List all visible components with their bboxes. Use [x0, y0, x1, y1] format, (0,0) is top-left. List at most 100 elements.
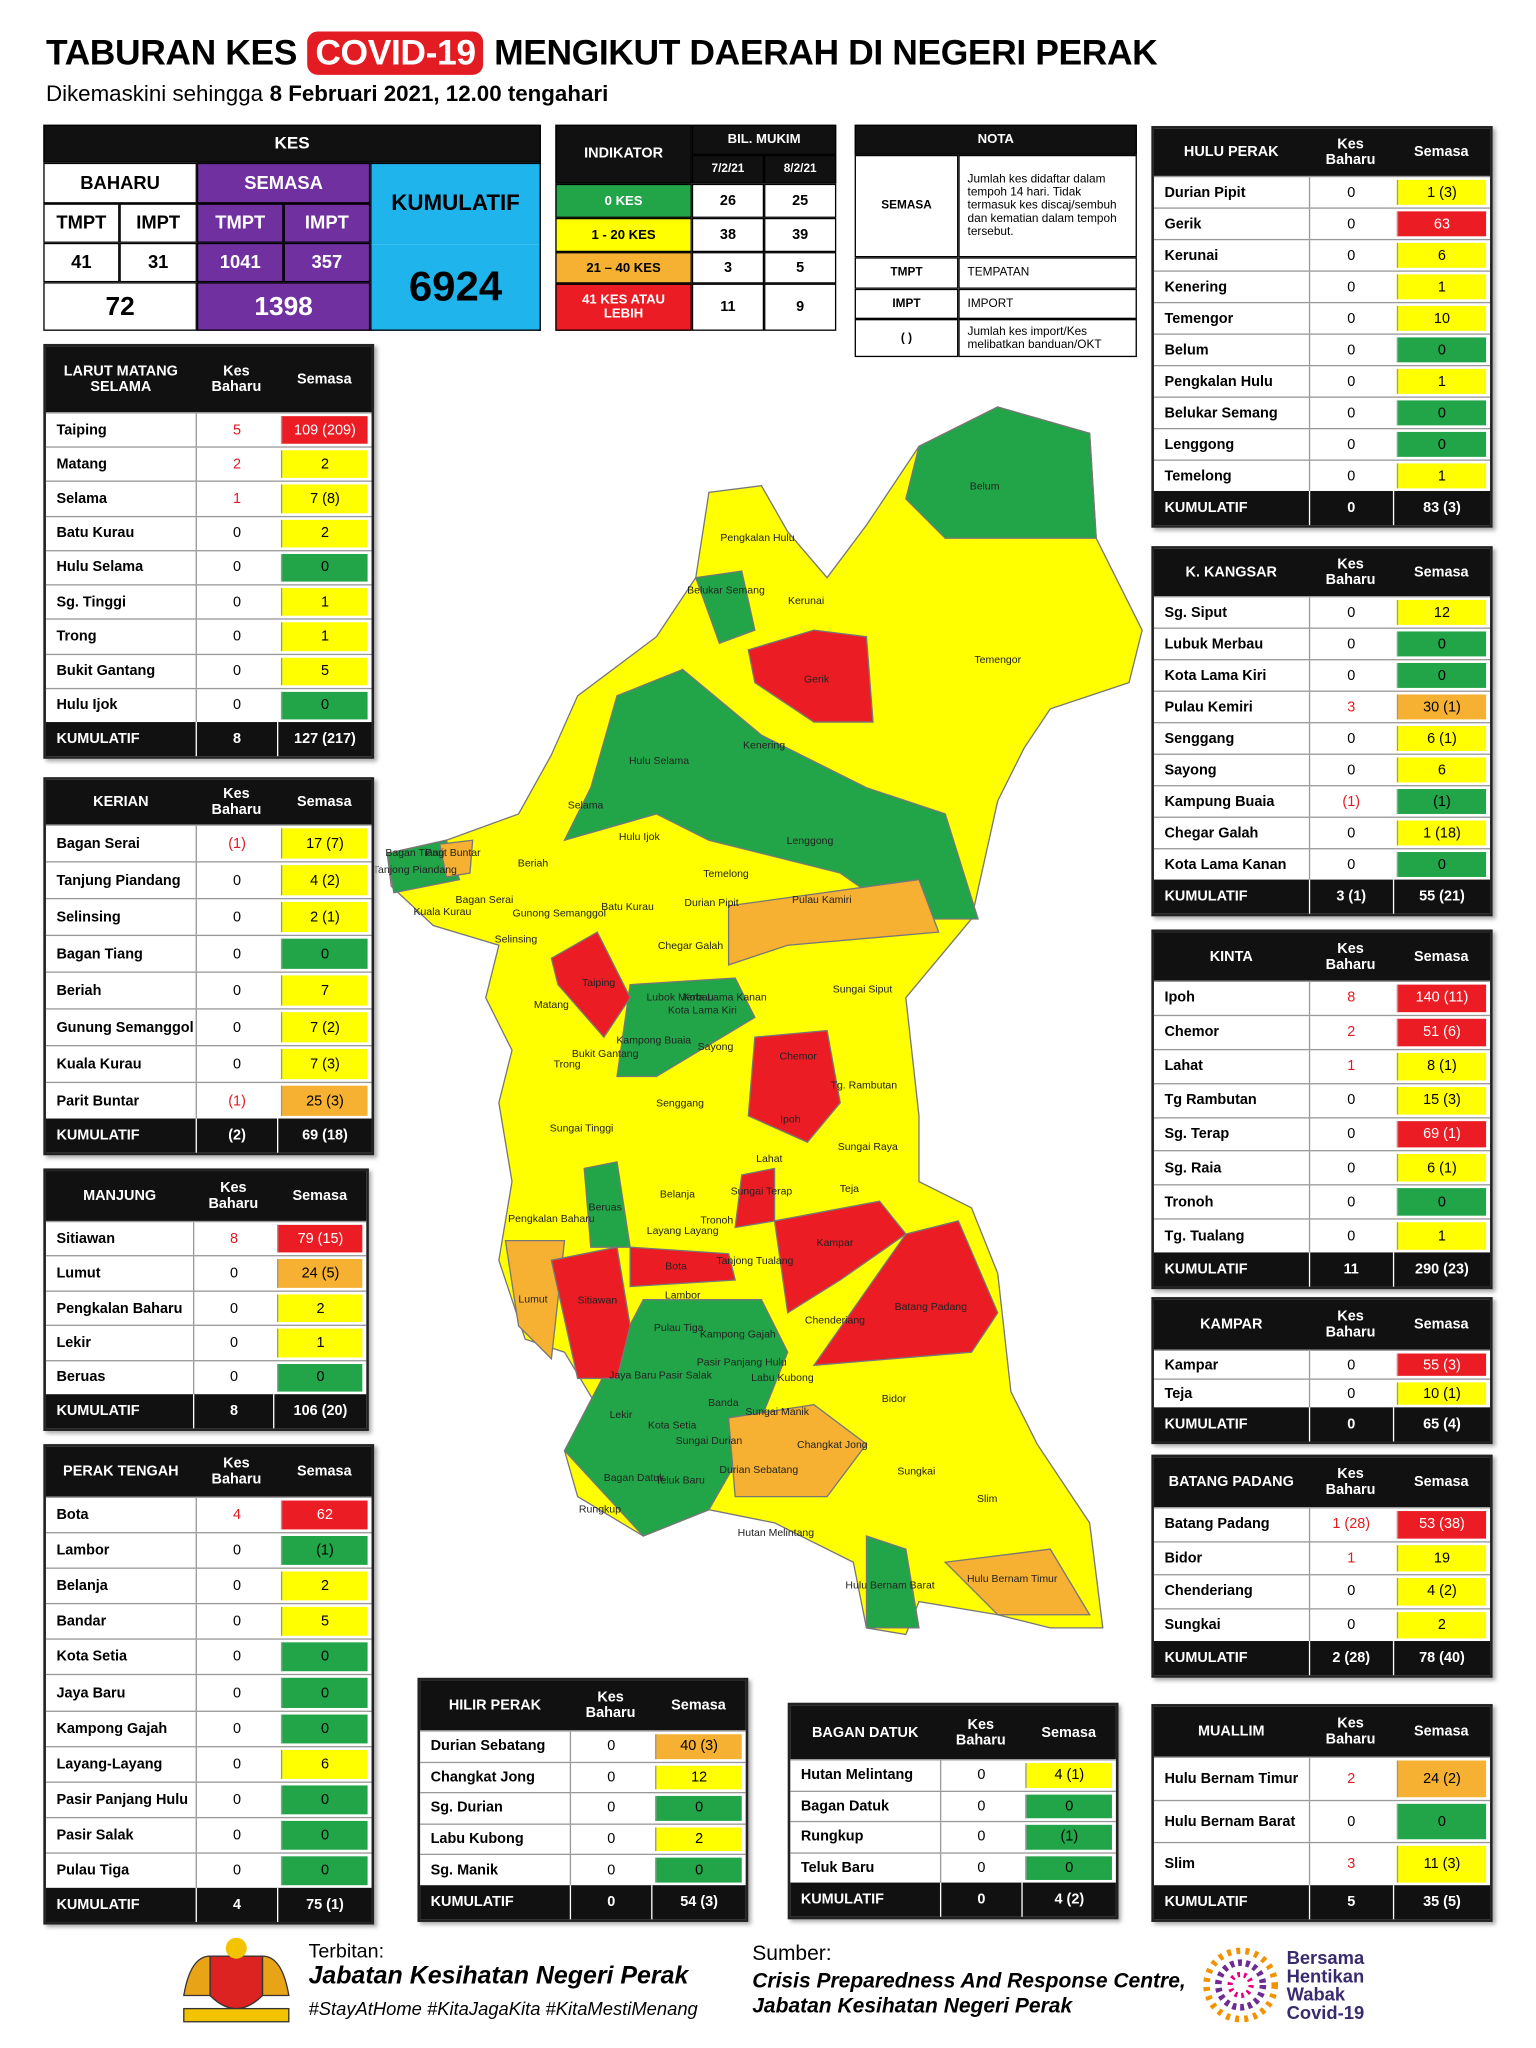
table-cell: IMPT — [854, 288, 959, 320]
active-cases: 7 (2) — [281, 1012, 368, 1043]
new-cases: 0 — [195, 654, 277, 688]
active-cases: 1 — [281, 588, 368, 617]
district-title: MUALLIM — [1197, 1723, 1265, 1740]
active-cases: 0 — [281, 1856, 368, 1886]
table-cell: SEMASA — [196, 162, 371, 204]
new-cases: 0 — [940, 1760, 1021, 1791]
new-cases: 0 — [195, 1604, 277, 1639]
district-row: Rungkup 0 (1) — [790, 1820, 1116, 1852]
table-cell: 26 — [691, 183, 765, 218]
total-active: 75 (1) — [277, 1887, 371, 1923]
new-cases: 0 — [195, 1782, 277, 1817]
active-cases: 2 — [281, 519, 368, 548]
total-row: KUMULATIF 2 (28) 78 (40) — [1153, 1641, 1491, 1676]
area-name: Rungkup — [800, 1829, 864, 1845]
map-label: Changkat Jong — [797, 1439, 868, 1451]
active-cases: 2 — [281, 1571, 368, 1601]
district-row: Bidor 1 19 — [1153, 1540, 1491, 1575]
active-cases: 6 — [281, 1749, 368, 1779]
district-row: Kota Lama Kanan 0 0 — [1153, 848, 1491, 880]
active-cases: 7 (8) — [281, 485, 368, 513]
new-cases: 0 — [1308, 429, 1393, 460]
new-cases: 0 — [1308, 1151, 1393, 1185]
table-cell: 3 — [691, 252, 765, 284]
new-cases: 0 — [195, 1818, 277, 1853]
new-cases: 0 — [1308, 1800, 1393, 1843]
district-row: Bota 4 62 — [45, 1496, 372, 1533]
district-row: Pasir Panjang Hulu 0 0 — [45, 1781, 372, 1817]
column-header: Kes Baharu — [585, 1689, 636, 1722]
district-row: Belukar Semang 0 0 — [1153, 396, 1491, 428]
column-header: Kes Baharu — [211, 363, 262, 396]
crest-shield — [209, 1955, 264, 2010]
map-label: Tg. Rambutan — [831, 1079, 898, 1091]
district-title: LARUT MATANG SELAMA — [63, 363, 178, 396]
new-cases: 0 — [1308, 1117, 1393, 1151]
area-name: Temelong — [1164, 468, 1232, 484]
area-name: Sg. Siput — [1164, 604, 1228, 621]
district-row: Kota Lama Kiri 0 0 — [1153, 659, 1491, 691]
map-label: Slim — [977, 1493, 998, 1505]
active-cases: 12 — [1396, 599, 1487, 625]
map-region — [747, 629, 874, 723]
map-label: Temengor — [974, 654, 1021, 666]
table-cell: 1398 — [196, 282, 371, 331]
table-cell: KUMULATIF — [370, 162, 541, 245]
table-cell: SEMASA — [854, 154, 959, 258]
area-name: Tg Rambutan — [1164, 1092, 1257, 1109]
active-cases: 0 — [1396, 662, 1487, 688]
new-cases: 1 — [195, 482, 277, 516]
area-name: Lumut — [56, 1265, 101, 1282]
new-cases: 0 — [1308, 460, 1393, 491]
total-label: KUMULATIF — [56, 1127, 140, 1144]
map-region — [550, 1246, 631, 1380]
map-label: Bota — [665, 1260, 687, 1272]
new-cases: 0 — [195, 936, 277, 972]
table-cell: 7/2/21 — [691, 154, 765, 184]
table-cell: 9 — [764, 283, 837, 331]
district-row: Hulu Selama 0 0 — [45, 549, 372, 585]
district-row: Temengor 0 10 — [1153, 301, 1491, 334]
map-label: Banda — [708, 1397, 739, 1409]
column-header: Semasa — [1413, 1723, 1469, 1740]
column-header: Kes Baharu — [955, 1716, 1006, 1749]
district-row: Hulu Bernam Timur 2 24 (2) — [1153, 1756, 1491, 1800]
total-active: 69 (18) — [277, 1118, 371, 1153]
district-title: HILIR PERAK — [448, 1697, 542, 1714]
district-row: Tg. Tualang 0 1 — [1153, 1218, 1491, 1253]
active-cases: 17 (7) — [281, 828, 368, 859]
table-cell: 357 — [283, 242, 371, 283]
district-row: Pengkalan Hulu 0 1 — [1153, 364, 1491, 397]
column-header: Kes Baharu — [211, 1455, 262, 1488]
map-label: Pengkalan Hulu — [720, 532, 794, 544]
map-label: Ipoh — [780, 1113, 801, 1125]
total-active: 106 (20) — [273, 1394, 366, 1429]
area-name: Beruas — [56, 1369, 106, 1386]
active-cases: 0 — [281, 1713, 368, 1743]
new-cases: 0 — [195, 1853, 277, 1888]
map-label: Rungkup — [579, 1503, 621, 1515]
area-name: Bidor — [1164, 1550, 1203, 1566]
new-cases: 0 — [1308, 1575, 1393, 1608]
new-cases: 0 — [195, 1640, 277, 1675]
total-new: 8 — [195, 722, 277, 757]
coat-of-arms — [183, 1937, 290, 2023]
new-cases: 3 — [1308, 1843, 1393, 1886]
area-name: Pulau Tiga — [56, 1862, 130, 1879]
map-label: Tanjong Tualang — [716, 1255, 793, 1267]
active-cases: (1) — [281, 1536, 368, 1566]
district-header: BATANG PADANG Kes Baharu Semasa — [1153, 1457, 1491, 1508]
new-cases: 2 — [1308, 1757, 1393, 1800]
column-header: Semasa — [1413, 564, 1469, 581]
area-name: Jaya Baru — [56, 1685, 126, 1701]
table-cell: 38 — [691, 217, 765, 253]
map-label: Bagan Datuk — [604, 1472, 665, 1484]
total-active: 54 (3) — [651, 1885, 745, 1920]
map-label: Bagan Serai — [456, 894, 514, 906]
map-regions — [386, 406, 1143, 1636]
table-cell: 0 KES — [555, 183, 692, 218]
table-cell: INDIKATOR — [555, 124, 692, 184]
logo-ring — [1227, 1971, 1254, 1999]
new-cases: 0 — [1308, 334, 1393, 365]
map-label: Kenering — [743, 739, 785, 751]
